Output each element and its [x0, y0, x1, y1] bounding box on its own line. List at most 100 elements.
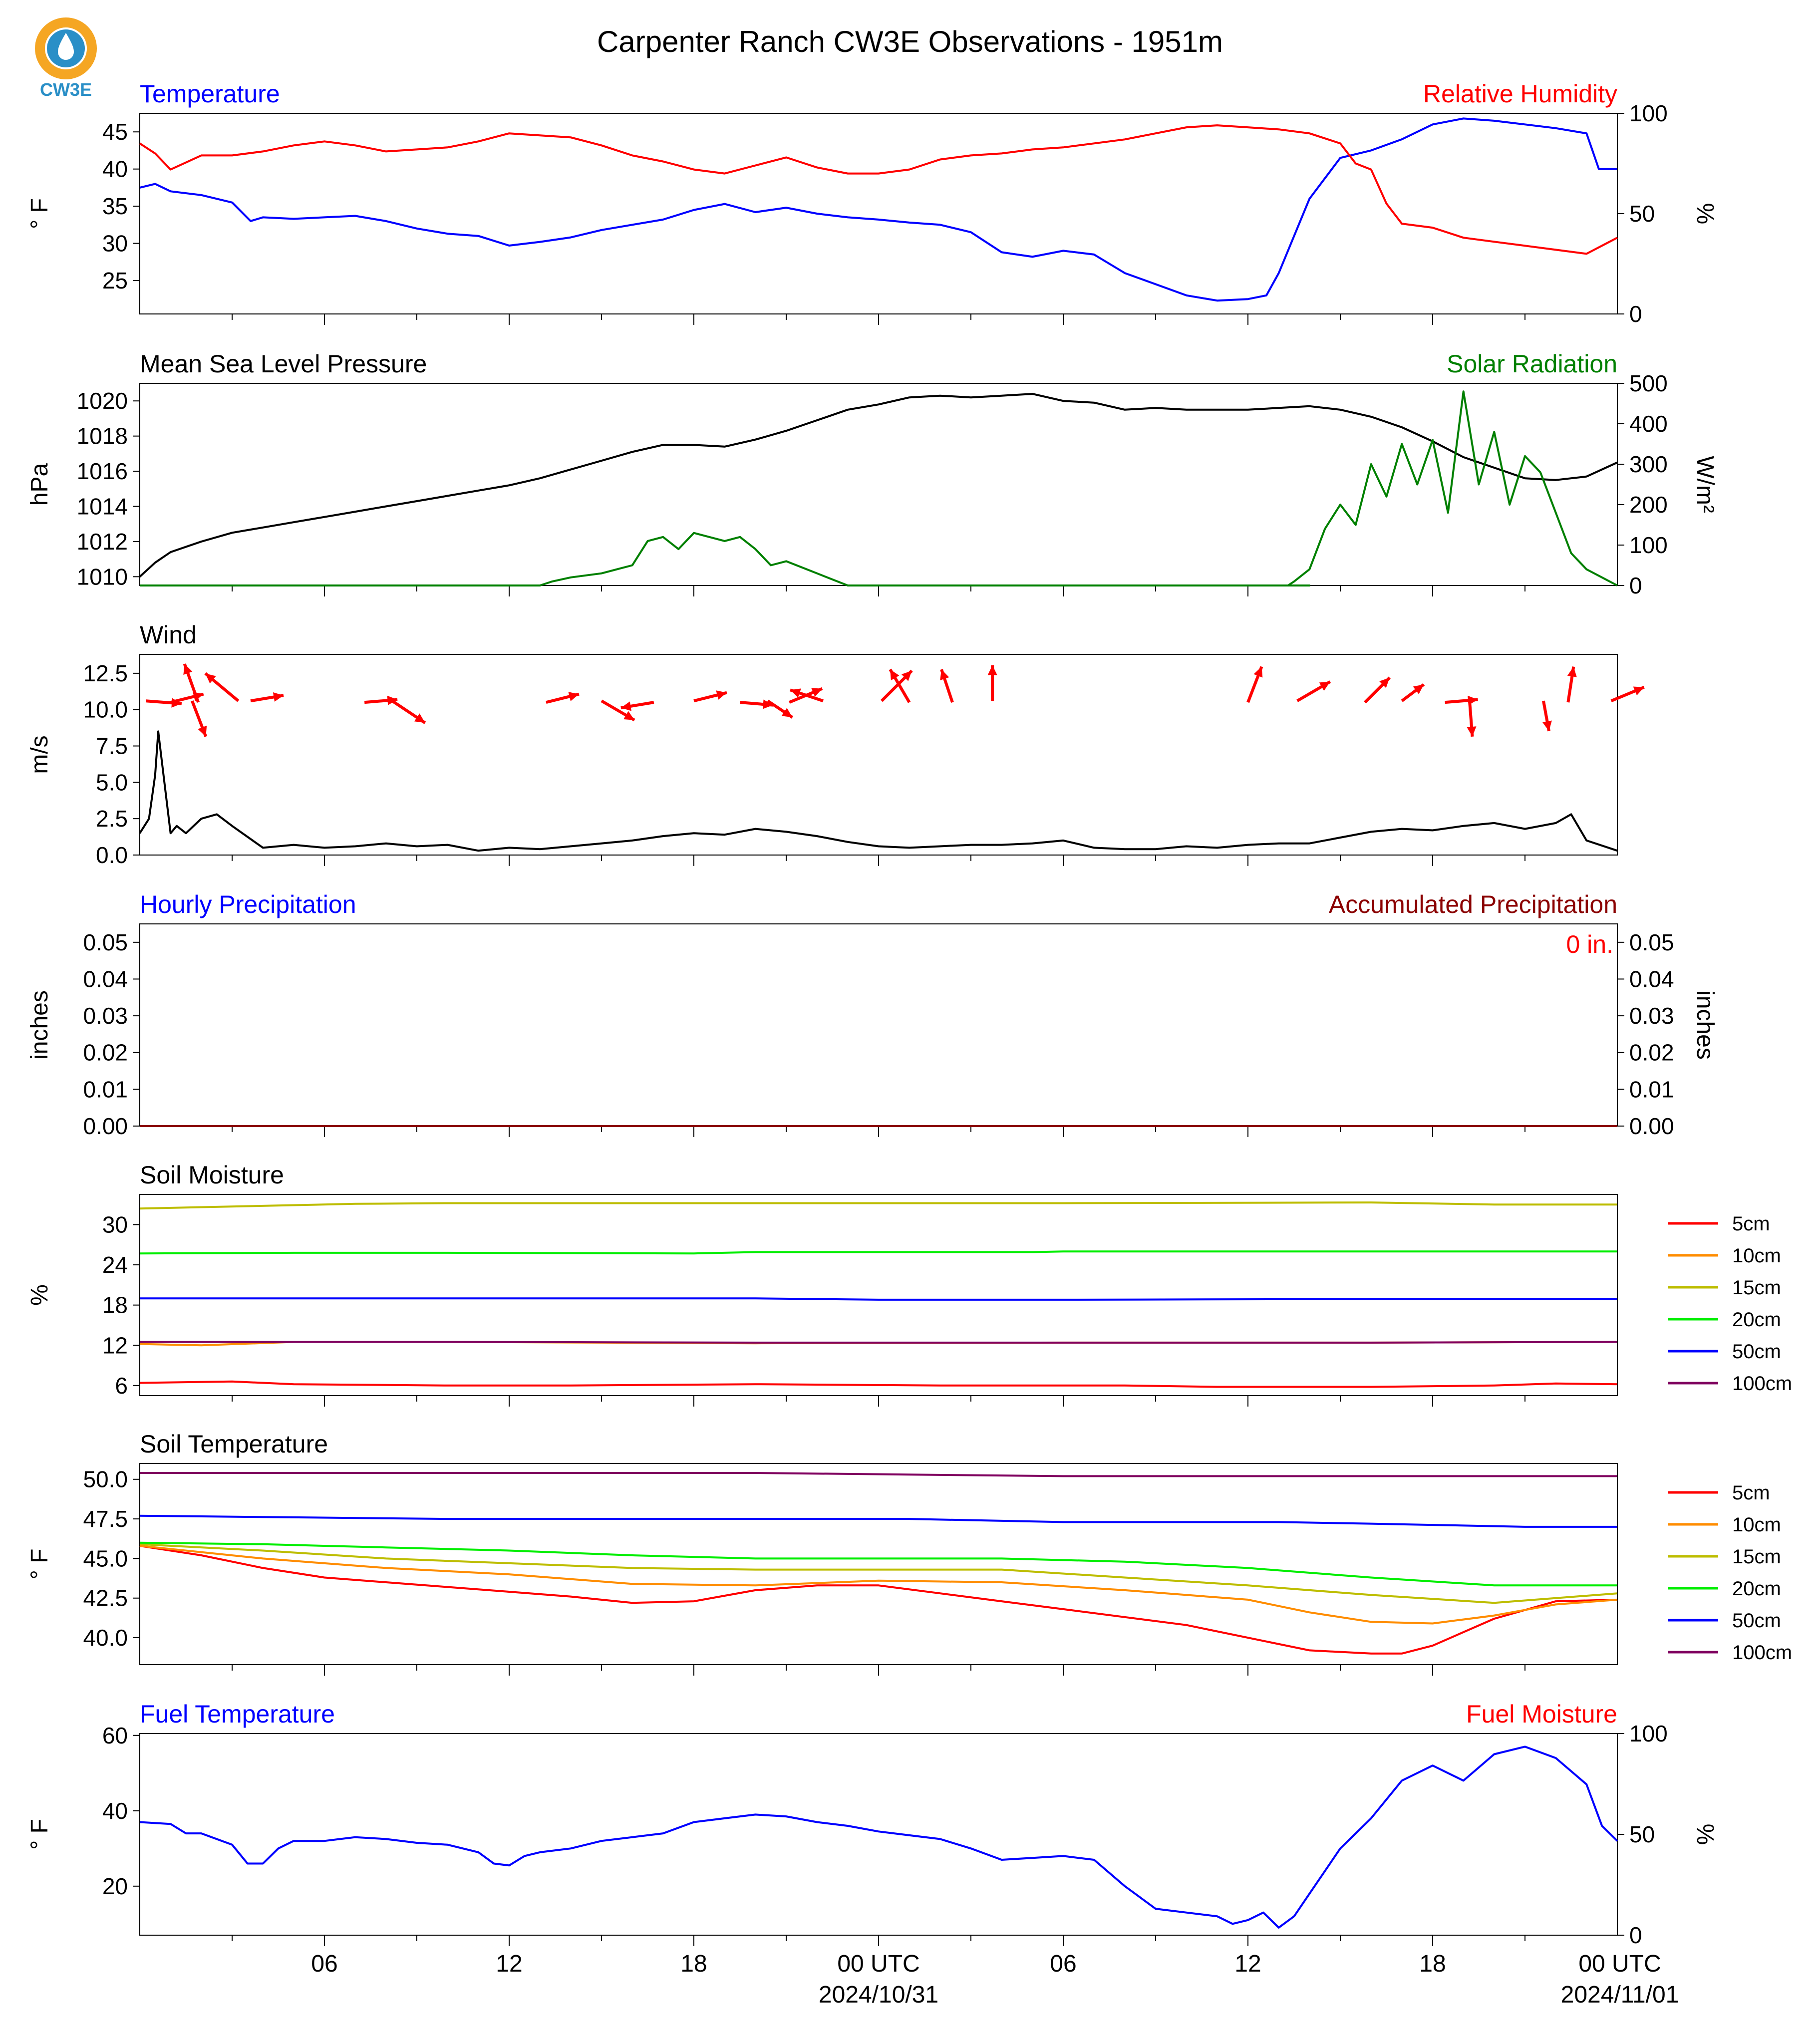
- precipitation-annotation: 0 in.: [1566, 930, 1613, 958]
- temperature-panel: Temperature Relative Humidity 25 30 35 40 45 0 5…: [26, 80, 1718, 327]
- legend-label: 15cm: [1732, 1546, 1781, 1568]
- precipitation-left-axis-label: inches: [26, 990, 53, 1060]
- soil_temperature-left-tick-label: 40.0: [83, 1625, 128, 1651]
- time-tick-label: 06: [311, 1951, 337, 1977]
- precipitation-left-tick-label: 0.02: [83, 1040, 128, 1066]
- precipitation-left-tick-label: 0.00: [83, 1113, 128, 1139]
- temperature-left-tick-label: 40: [102, 156, 128, 182]
- legend-label: 50cm: [1732, 1610, 1781, 1632]
- pressure-right-tick-label: 300: [1629, 451, 1668, 477]
- temperature-plot-frame: [139, 113, 1618, 314]
- wind-series-wind-speed: [139, 730, 1618, 852]
- pressure-right-tick-label: 0: [1629, 573, 1642, 598]
- fuel-right-tick-label: 50: [1629, 1821, 1655, 1847]
- legend-label: 20cm: [1732, 1578, 1781, 1600]
- wind-vector-arrow: [1246, 666, 1263, 703]
- temperature-left-tick-label: 30: [102, 231, 128, 257]
- time-tick-label: 12: [496, 1951, 522, 1977]
- precipitation-panel: Hourly Precipitation Accumulated Precipit…: [26, 890, 1718, 1139]
- date-label: 2024/10/31: [819, 1982, 938, 2008]
- legend-label: 5cm: [1732, 1482, 1770, 1504]
- wind-plot-frame: [139, 654, 1618, 856]
- precipitation-right-tick-label: 0.05: [1629, 929, 1674, 955]
- pressure-left-tick-label: 1016: [77, 458, 128, 484]
- logo-ring-icon: [35, 17, 97, 79]
- soil_moisture-left-tick-label: 6: [115, 1373, 128, 1399]
- precipitation-plot-frame: [139, 923, 1618, 1127]
- time-tick-label: 18: [1419, 1951, 1446, 1977]
- soil_moisture-series-20cm: [139, 1250, 1617, 1255]
- fuel-left-tick-label: 40: [102, 1798, 128, 1824]
- precipitation-left-tick-label: 0.04: [83, 966, 128, 992]
- soil_moisture-left-axis-label: %: [26, 1284, 53, 1306]
- precipitation-right-title: Accumulated Precipitation: [1329, 890, 1617, 918]
- soil_temperature-left-tick-label: 45.0: [83, 1545, 128, 1571]
- soil_temperature-plot-frame: [139, 1463, 1618, 1665]
- pressure-series-mean-sea-level-pressure: [139, 393, 1618, 578]
- temperature-left-tick-label: 45: [102, 119, 128, 145]
- temperature-left-title: Temperature: [140, 80, 280, 108]
- wind-vector-arrow: [1566, 666, 1577, 703]
- date-label: 2024/11/01: [1561, 1982, 1679, 2008]
- soil_temperature-left-title: Soil Temperature: [140, 1430, 328, 1458]
- time-tick-label: 18: [680, 1951, 707, 1977]
- fuel-right-title: Fuel Moisture: [1466, 1700, 1617, 1728]
- legend-label: 5cm: [1732, 1213, 1770, 1235]
- logo-drop-icon: [58, 33, 74, 60]
- soil_temperature-left-tick-label: 42.5: [83, 1585, 128, 1611]
- time-tick-label: 00 UTC: [837, 1951, 919, 1977]
- wind-vector-arrow: [987, 665, 997, 701]
- soil_moisture-series-15cm: [139, 1201, 1617, 1210]
- wind-left-axis-label: m/s: [26, 735, 53, 774]
- cw3e-logo: CW3E: [35, 17, 97, 100]
- pressure-left-tick-label: 1018: [77, 423, 128, 449]
- precipitation-left-title: Hourly Precipitation: [140, 890, 356, 918]
- wind-vector-arrow: [183, 663, 200, 703]
- wind-vector-arrow: [364, 695, 398, 705]
- soil_moisture-left-tick-label: 12: [102, 1332, 128, 1358]
- soil_moisture-series-50cm: [140, 1297, 1617, 1301]
- soil_temperature-left-axis-label: ° F: [26, 1549, 53, 1580]
- wind-vector-arrow: [1467, 700, 1477, 737]
- pressure-right-tick-label: 200: [1629, 492, 1668, 518]
- wind-left-tick-label: 5.0: [96, 769, 128, 795]
- wind-vector-arrow: [620, 701, 654, 711]
- pressure-panel: Mean Sea Level Pressure Solar Radiation 10…: [26, 350, 1718, 598]
- soil_temperature-left-tick-label: 47.5: [83, 1506, 128, 1532]
- soil_temperature-series-50cm: [139, 1514, 1617, 1528]
- precipitation-right-tick-label: 0.00: [1629, 1113, 1674, 1139]
- precipitation-right-tick-label: 0.01: [1629, 1076, 1674, 1102]
- pressure-left-title: Mean Sea Level Pressure: [140, 350, 427, 378]
- wind-left-tick-label: 10.0: [83, 697, 128, 723]
- wind-vector-arrow: [1296, 680, 1331, 702]
- fuel-left-axis-label: ° F: [26, 1819, 53, 1850]
- soil_moisture-left-tick-label: 18: [102, 1292, 128, 1318]
- legend-label: 50cm: [1732, 1341, 1781, 1363]
- legend-label: 10cm: [1732, 1245, 1781, 1267]
- wind-vector-arrow: [881, 669, 913, 702]
- soil_temperature-series-15cm: [139, 1543, 1618, 1604]
- soil_temperature-series-20cm: [139, 1541, 1617, 1587]
- pressure-right-tick-label: 500: [1629, 370, 1668, 396]
- wind-vector-arrow: [546, 692, 580, 704]
- soil_temperature-left-tick-label: 50.0: [83, 1466, 128, 1492]
- soil_temperature-series-5cm: [139, 1545, 1618, 1655]
- precipitation-right-axis-label: inches: [1692, 990, 1718, 1060]
- fuel-right-tick-label: 0: [1629, 1922, 1642, 1948]
- pressure-series-solar-radiation: [140, 390, 1618, 586]
- temperature-right-tick-label: 50: [1629, 201, 1655, 227]
- pressure-right-tick-label: 400: [1629, 411, 1668, 437]
- wind-vector-arrow: [601, 699, 635, 722]
- fuel-right-axis-label: %: [1692, 1824, 1718, 1845]
- soil_moisture-series-100cm: [140, 1341, 1618, 1344]
- wind-vector-arrow: [790, 688, 824, 703]
- wind-vector-arrow: [767, 699, 794, 719]
- temperature-left-tick-label: 35: [102, 193, 128, 219]
- pressure-right-tick-label: 100: [1629, 532, 1668, 558]
- wind-left-title: Wind: [140, 621, 197, 649]
- legend-label: 100cm: [1732, 1373, 1792, 1395]
- precipitation-right-tick-label: 0.02: [1629, 1040, 1674, 1066]
- temperature-right-tick-label: 0: [1629, 301, 1642, 327]
- temperature-series-temperature: [139, 117, 1617, 302]
